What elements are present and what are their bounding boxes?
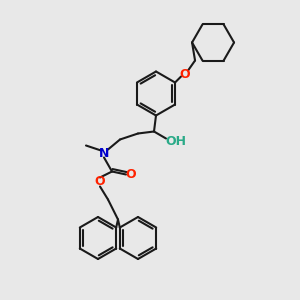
Text: N: N [99, 147, 109, 160]
Text: O: O [95, 175, 105, 188]
Text: O: O [180, 68, 190, 81]
Text: OH: OH [166, 135, 187, 148]
Text: O: O [126, 168, 136, 181]
